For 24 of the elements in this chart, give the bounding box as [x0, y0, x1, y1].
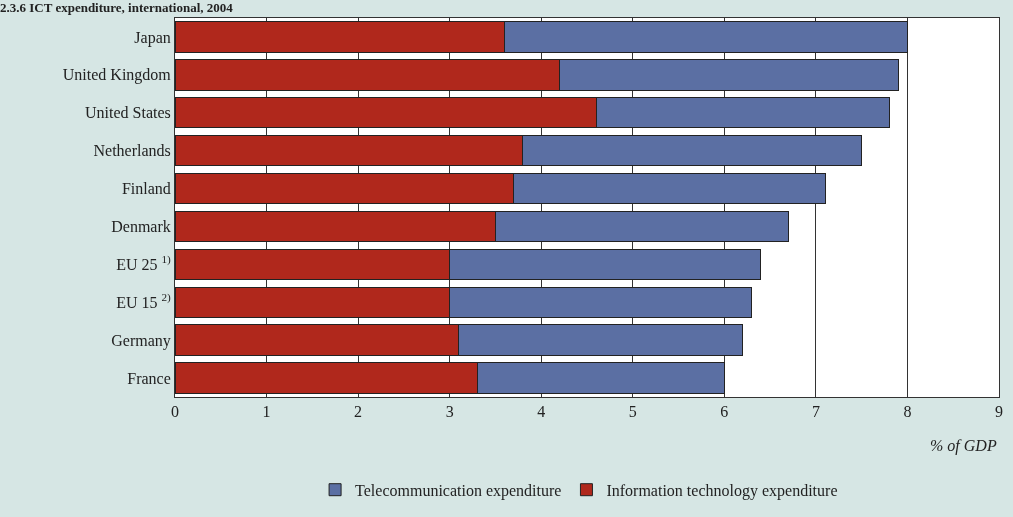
- y-tick-label: France: [127, 369, 171, 387]
- legend-label: Information technology expenditure: [606, 481, 838, 500]
- x-tick-label: 2: [354, 403, 363, 421]
- x-axis-title: % of GDP: [930, 437, 997, 455]
- x-tick-label: 8: [903, 403, 912, 421]
- x-tick-label: 3: [445, 403, 454, 421]
- y-tick-label: EU 15 $^{2)}$: [116, 291, 172, 311]
- x-tick-label: 5: [628, 403, 637, 421]
- y-tick-label: Netherlands: [93, 142, 171, 160]
- chart-title: 2.3.6 ICT expenditure, international, 2004: [0, 0, 234, 15]
- y-tick-label: Denmark: [111, 218, 171, 236]
- x-tick-label: 4: [537, 403, 546, 421]
- y-tick-label: United Kingdom: [62, 66, 172, 85]
- x-tick-label: 0: [171, 403, 179, 421]
- y-tick-label: EU 25 $^{1)}$: [116, 253, 172, 273]
- y-tick-label: Germany: [111, 331, 171, 350]
- x-tick-label: 7: [811, 403, 820, 421]
- x-tick-label: 9: [995, 403, 1003, 421]
- legend-label: Telecommunication expenditure: [355, 481, 562, 500]
- y-tick-label: Finland: [121, 180, 171, 198]
- y-tick-label: Japan: [134, 28, 171, 47]
- x-tick-label: 1: [262, 403, 271, 421]
- x-tick-label: 6: [720, 403, 729, 421]
- y-tick-label: United States: [85, 104, 171, 122]
